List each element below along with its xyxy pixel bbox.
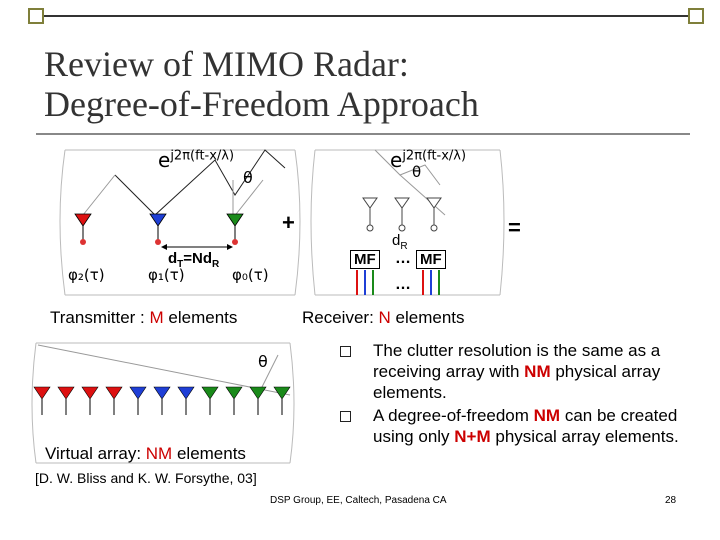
- bullet-2-nm: NM: [533, 406, 561, 425]
- title-rule: [36, 133, 690, 135]
- bullet-1-nm: NM: [524, 362, 551, 381]
- virtual-caption-nm: NM: [145, 444, 173, 463]
- antenna-red: [74, 213, 92, 227]
- rx-caption-prefix: Receiver:: [302, 308, 379, 327]
- theta-ray: [232, 179, 264, 219]
- title-line-1: Review of MIMO Radar:: [44, 44, 409, 84]
- rx-wave-expression: ej2π(ft-x/λ): [390, 148, 466, 172]
- wavefront-zigzag: [114, 149, 286, 216]
- rx-dots-mid: …: [395, 250, 411, 267]
- antenna-blue: [149, 213, 167, 227]
- tx-d-sub: T: [177, 259, 184, 270]
- tx-phi0: φ₀(τ): [232, 266, 269, 284]
- virtual-array-diagram: [31, 342, 295, 464]
- transmitter-caption: Transmitter : M elements: [50, 308, 237, 328]
- receiver-caption: Receiver: N elements: [302, 308, 465, 328]
- receiver-diagram: [310, 149, 505, 296]
- rx-wave-exponent: j2π(ft-x/λ): [402, 148, 467, 164]
- bullet-item-1: The clutter resolution is the same as a …: [340, 340, 700, 403]
- bullet-2-n-plus-m: N+M: [454, 427, 491, 446]
- transmitter-frame: [59, 149, 301, 296]
- bullet-1-part1: The clutter resolution is the same as a …: [373, 341, 661, 381]
- tx-phi1: φ₁(τ): [148, 266, 185, 284]
- spacing-arrowhead-right: [227, 244, 233, 250]
- rx-dots-below: …: [395, 276, 411, 293]
- rx-d-sub: R: [400, 241, 408, 252]
- tx-caption-suffix: elements: [163, 308, 238, 327]
- tx-d-main: d: [168, 250, 178, 267]
- title-line-2: Degree-of-Freedom Approach: [44, 84, 479, 124]
- virtual-caption-prefix: Virtual array:: [45, 444, 146, 463]
- rx-mf-right: MF: [416, 250, 446, 269]
- tx-theta: θ: [243, 168, 253, 187]
- receiver-frame: [310, 149, 505, 296]
- rx-antenna-1: [362, 197, 378, 209]
- tx-wave-exponent: j2π(ft-x/λ): [170, 148, 235, 164]
- footer: DSP Group, EE, Caltech, Pasadena CA: [270, 495, 447, 506]
- top-rule: [28, 15, 692, 17]
- corner-box-right-icon: [688, 8, 704, 24]
- virtual-caption-suffix: elements: [172, 444, 246, 463]
- antenna-green: [226, 213, 244, 227]
- rx-antenna-3: [426, 197, 442, 209]
- antenna-green-node: [232, 239, 238, 245]
- rx-theta: θ: [412, 163, 422, 181]
- slide-title: Review of MIMO Radar: Degree-of-Freedom …: [44, 44, 684, 124]
- rx-caption-suffix: elements: [390, 308, 465, 327]
- tx-d-mid: =Nd: [183, 250, 213, 267]
- rx-ray: [399, 174, 446, 216]
- tx-wave-base: e: [158, 148, 171, 172]
- tx-spacing-label: dT=NdR: [168, 250, 219, 270]
- corner-box-left-icon: [28, 8, 44, 24]
- bullet-list: The clutter resolution is the same as a …: [340, 340, 700, 449]
- bullet-2-part1: A degree-of-freedom: [373, 406, 534, 425]
- rx-spacing-label: dR: [392, 232, 408, 252]
- antenna-red-node: [80, 239, 86, 245]
- rx-wave-base: e: [390, 148, 403, 172]
- virtual-caption: Virtual array: NM elements: [45, 444, 246, 464]
- bullet-2-part2: can be created using only: [373, 406, 678, 446]
- bullet-2-part3: physical array elements.: [490, 427, 679, 446]
- page-number: 28: [665, 495, 677, 506]
- tx-caption-m: M: [149, 308, 164, 327]
- virtual-frame: [31, 342, 295, 464]
- equals-sign: =: [508, 215, 521, 240]
- tx-d-sub2: R: [212, 259, 220, 270]
- bullet-2-text: A degree-of-freedom NM can be created us…: [373, 405, 700, 447]
- antenna-blue-node: [155, 239, 161, 245]
- virtual-wavefront: [37, 344, 291, 396]
- transmitter-diagram: [59, 149, 301, 296]
- bullet-1-part2: physical array elements.: [373, 362, 661, 402]
- hollow-square-bullet-icon: [340, 346, 351, 357]
- rx-wavefront: [374, 149, 441, 186]
- rx-antenna-2: [394, 197, 410, 209]
- wavefront-ray-left: [82, 174, 116, 216]
- plus-sign: +: [282, 210, 295, 235]
- rx-caption-n: N: [378, 308, 391, 327]
- spacing-arrowhead-left: [161, 244, 167, 250]
- rx-mf-left: MF: [350, 250, 380, 269]
- reference: [D. W. Bliss and K. W. Forsythe, 03]: [35, 470, 257, 486]
- rx-d-main: d: [392, 232, 401, 249]
- virtual-elements: [33, 386, 291, 415]
- bullet-item-2: A degree-of-freedom NM can be created us…: [340, 405, 700, 447]
- virtual-theta: θ: [258, 352, 268, 371]
- tx-caption-prefix: Transmitter :: [50, 308, 150, 327]
- tx-phi2: φ₂(τ): [68, 266, 105, 284]
- hollow-square-bullet-icon: [340, 411, 351, 422]
- bullet-1-text: The clutter resolution is the same as a …: [373, 340, 700, 403]
- tx-wave-expression: ej2π(ft-x/λ): [158, 148, 234, 172]
